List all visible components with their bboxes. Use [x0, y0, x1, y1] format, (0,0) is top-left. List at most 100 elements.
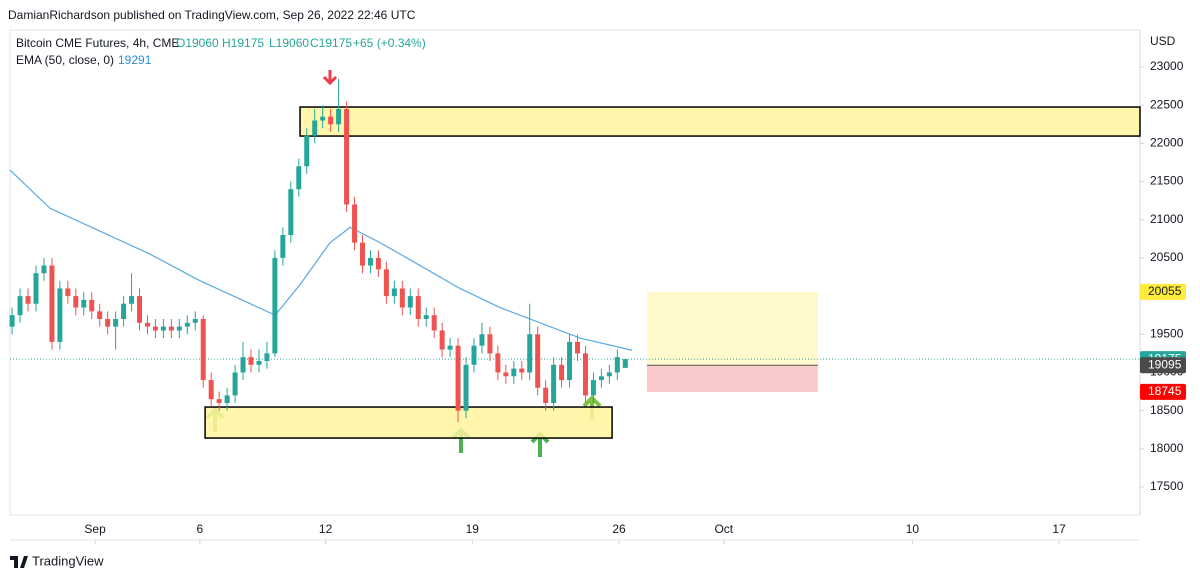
- y-tick-label: 21500: [1150, 174, 1184, 188]
- candle-body: [511, 368, 517, 377]
- candle-body: [121, 303, 127, 319]
- candle-body: [200, 318, 206, 381]
- y-tick-label: 18500: [1150, 403, 1184, 417]
- candle-body: [144, 322, 150, 327]
- candle-body: [367, 257, 373, 266]
- candle-body: [49, 265, 55, 342]
- ohlc-label: O19060: [176, 36, 219, 50]
- candle-body: [81, 299, 87, 308]
- candle-body: [296, 166, 302, 190]
- x-tick-label: 26: [612, 522, 626, 536]
- candle-body: [328, 116, 334, 125]
- candle-body: [375, 257, 381, 270]
- position-target: [647, 291, 818, 366]
- y-tick-label: 17500: [1150, 479, 1184, 493]
- candle-body: [17, 296, 23, 316]
- candle-body: [33, 273, 39, 304]
- candle-body: [272, 257, 278, 354]
- y-tick-label: 20500: [1150, 250, 1184, 264]
- candle-body: [455, 345, 461, 411]
- candle-body: [113, 318, 119, 327]
- x-tick-label: 12: [319, 522, 333, 536]
- candle-body: [65, 288, 71, 297]
- price-tag: [1140, 383, 1186, 400]
- candle-body: [73, 296, 79, 308]
- candle-body: [304, 135, 310, 167]
- candle-body: [598, 376, 604, 381]
- candle-body: [160, 326, 166, 331]
- y-tick-label: 18000: [1150, 441, 1184, 455]
- candle-body: [216, 399, 222, 403]
- ohlc-label: L19060: [269, 36, 309, 50]
- position-stop: [647, 365, 818, 392]
- price-tag: [1140, 357, 1186, 374]
- y-axis-label: USD: [1150, 34, 1176, 48]
- candle-body: [439, 330, 445, 350]
- zone: [204, 406, 613, 439]
- candle-body: [137, 296, 143, 323]
- candle-body: [224, 395, 230, 403]
- candle-body: [423, 315, 429, 319]
- logo-mark: [10, 556, 28, 568]
- candle-body: [447, 345, 453, 350]
- candle-body: [168, 326, 174, 331]
- x-tick-label: 10: [906, 522, 920, 536]
- ohlc-label: H19175: [222, 36, 264, 50]
- ema-line: [9, 169, 633, 351]
- candle-body: [256, 360, 262, 365]
- candle-body: [614, 357, 620, 373]
- y-tick-label: 19500: [1150, 326, 1184, 340]
- candle-body: [495, 353, 501, 373]
- candle-body: [399, 288, 405, 308]
- candle-body: [89, 299, 95, 312]
- candle-body: [527, 334, 533, 373]
- candle-body: [248, 357, 254, 365]
- candle-body: [575, 341, 581, 354]
- ema-legend-value: 19291: [118, 53, 152, 67]
- candle-body: [232, 372, 238, 396]
- candle-body: [176, 326, 182, 331]
- candle-body: [152, 326, 158, 331]
- price-tag-label: 18745: [1148, 384, 1182, 398]
- ohlc-label: C19175: [310, 36, 352, 50]
- publisher: DamianRichardson published on TradingVie…: [8, 8, 416, 22]
- candle-body: [192, 318, 198, 323]
- candle-body: [503, 372, 509, 377]
- symbol-title: Bitcoin CME Futures, 4h, CME: [16, 36, 179, 50]
- x-tick-label: 19: [466, 522, 480, 536]
- candle-body: [606, 372, 612, 377]
- x-tick-label: Oct: [714, 522, 733, 536]
- candle-body: [208, 380, 214, 400]
- candle-body: [320, 116, 326, 121]
- candle-body: [487, 334, 493, 354]
- candle-body: [559, 364, 565, 381]
- candle-body: [105, 318, 111, 327]
- candle-body: [184, 322, 190, 327]
- candle-body: [240, 357, 246, 373]
- candle-body: [352, 204, 358, 243]
- candle-body: [336, 109, 342, 125]
- y-tick-label: 22500: [1150, 97, 1184, 111]
- candle-body: [9, 315, 15, 327]
- candle-body: [479, 334, 485, 346]
- x-tick-label: Sep: [84, 522, 106, 536]
- price-tag-label: 20055: [1148, 284, 1182, 298]
- y-tick-label: 22000: [1150, 136, 1184, 150]
- x-tick-label: 6: [197, 522, 204, 536]
- candle-body: [543, 387, 549, 403]
- candle-body: [463, 364, 469, 411]
- candle-body: [415, 296, 421, 319]
- sell-arrow: [322, 70, 338, 86]
- y-tick-label: 21000: [1150, 212, 1184, 226]
- candle-body: [519, 368, 525, 373]
- candle-body: [407, 296, 413, 308]
- candle-body: [582, 353, 588, 396]
- ema-legend: EMA (50, close, 0): [16, 53, 114, 67]
- logo: [10, 556, 28, 568]
- candle-body: [359, 242, 365, 266]
- candle-body: [129, 296, 135, 304]
- candle-body: [383, 269, 389, 297]
- x-tick-label: 17: [1052, 522, 1066, 536]
